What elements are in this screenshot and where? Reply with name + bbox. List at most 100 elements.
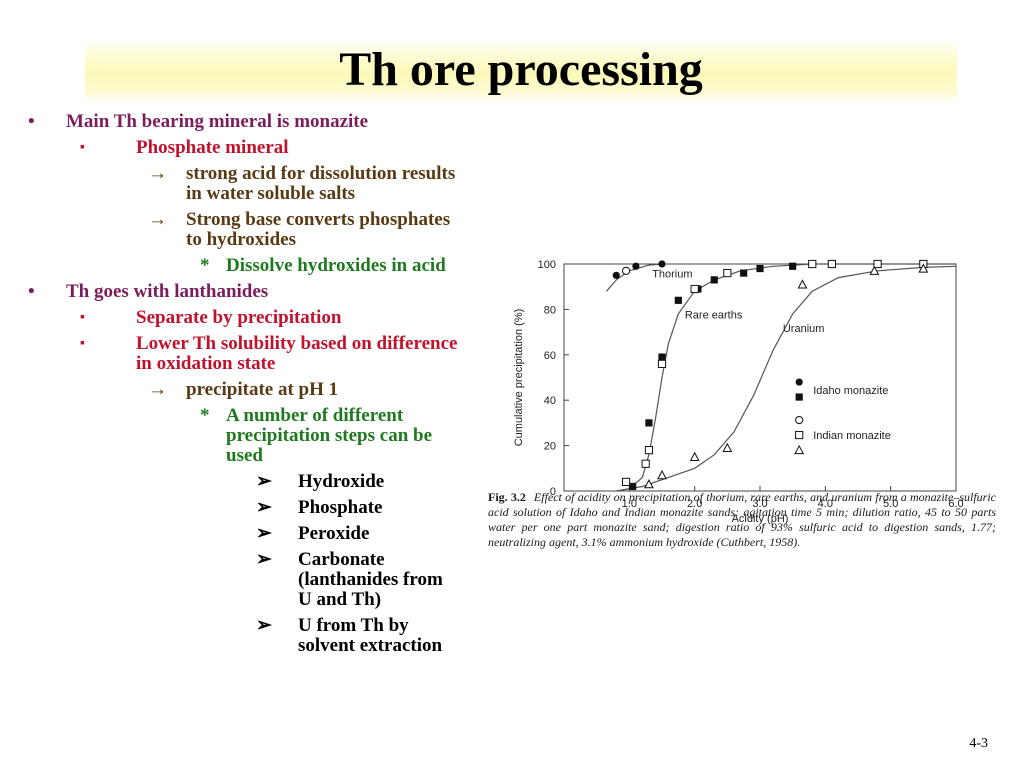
bullet-text: Separate by precipitation (136, 307, 342, 328)
bullet-text: U from Th by solvent extraction (298, 615, 443, 656)
bullet-marker: ▪ (80, 310, 85, 325)
bullet-item-level-5: ➢ Peroxide (28, 524, 468, 544)
bullet-item-level-2: ▪ Phosphate mineral (28, 138, 468, 158)
data-point-filled-square (740, 269, 748, 277)
bullet-item-level-3: → Strong base converts phosphates to hydr… (28, 210, 468, 250)
slide-title: Th ore processing (339, 43, 703, 96)
bullet-text: strong acid for dissolution results in w… (186, 163, 456, 204)
data-point-open-triangle (918, 263, 929, 273)
bullet-item-level-3: → precipitate at pH 1 (28, 380, 468, 400)
curve-label-rare-earths: Rare earths (685, 309, 743, 321)
bullet-item-level-3: → strong acid for dissolution results in … (28, 164, 468, 204)
curve-label-thorium: Thorium (652, 269, 692, 281)
data-point-open-triangle (797, 279, 808, 289)
curve-rare-earths (616, 263, 956, 492)
data-point-open-square (827, 259, 836, 269)
bullet-text: Dissolve hydroxides in acid (226, 255, 446, 276)
data-point-open-triangle (657, 469, 667, 480)
caption-text: Effect of acidity on precipitation of th… (488, 490, 996, 549)
data-point-open-square (873, 259, 882, 269)
figure-caption: Fig. 3.2 Effect of acidity on precipitati… (488, 490, 996, 550)
bullet-marker: ➢ (256, 549, 272, 570)
data-point-filled-square (756, 264, 764, 273)
bullet-marker: ➢ (256, 615, 272, 636)
bullet-text: Peroxide (298, 523, 370, 544)
data-point-open-square (657, 359, 667, 368)
data-point-open-triangle (722, 442, 733, 452)
bullet-marker: ➢ (256, 523, 272, 544)
data-point-filled-square (645, 419, 653, 427)
caption-label: Fig. 3.2 (488, 490, 526, 504)
bullet-item-level-1: • Th goes with lanthanides (28, 282, 468, 302)
data-point-open-triangle (689, 451, 700, 462)
page-number: 4-3 (969, 736, 988, 751)
legend-marker-filled-square (795, 393, 803, 401)
bullet-item-level-5: ➢ Carbonate (lanthanides from U and Th) (28, 550, 468, 610)
data-point-filled-square (674, 296, 682, 304)
precipitation-chart: 1.0 2.0 3.0 4.0 5.0 6.0 0 20 40 60 80 100 Acidity (p… (513, 259, 964, 525)
bullet-item-level-5: ➢ U from Th by solvent extraction (28, 616, 468, 656)
bullet-item-level-2: ▪ Separate by precipitation (28, 308, 468, 328)
x-tick-label: 2.0 (687, 498, 702, 510)
curve-label-uranium: Uranium (783, 323, 825, 335)
data-point-filled-square (629, 482, 637, 491)
data-point-filled-circle (632, 262, 640, 270)
bullet-marker: ▪ (80, 336, 85, 351)
bullet-marker: • (28, 111, 35, 132)
bullet-marker: ➢ (256, 471, 272, 492)
bullet-item-level-1: • Main Th bearing mineral is monazite (28, 112, 468, 132)
legend-marker-open-circle (795, 415, 804, 425)
y-tick-label: 80 (544, 304, 556, 316)
bullet-text: Lower Th solubility based on difference … (136, 333, 458, 374)
bullet-marker: → (148, 163, 167, 184)
bullet-marker: ➢ (256, 497, 272, 518)
bullet-text: Strong base converts phosphates to hydro… (186, 209, 451, 250)
legend-label-idaho: Idaho monazite (813, 385, 888, 397)
bullet-text: precipitate at pH 1 (186, 379, 339, 400)
bullet-item-level-2: ▪ Lower Th solubility based on difference… (28, 334, 468, 374)
bullet-text: Hydroxide (298, 471, 385, 492)
data-point-open-square (621, 477, 631, 487)
bullet-marker: ▪ (80, 140, 85, 155)
data-point-filled-circle (612, 271, 620, 279)
y-tick-label: 100 (538, 259, 556, 271)
data-point-open-square (641, 459, 650, 468)
bullet-text: Phosphate mineral (136, 137, 289, 158)
data-point-open-triangle (644, 479, 654, 489)
data-point-filled-square (789, 262, 797, 270)
data-point-open-circle (621, 266, 631, 275)
bullet-item-level-5: ➢ Phosphate (28, 498, 468, 518)
y-axis-label: Cumulative precipitation (%) (513, 309, 525, 447)
y-tick-label: 20 (544, 441, 556, 453)
bullet-marker: • (28, 281, 35, 302)
y-tick-label: 40 (544, 395, 556, 407)
x-tick-label: 4.0 (818, 498, 833, 510)
y-tick-label: 0 (550, 486, 556, 498)
bullet-item-level-4: * Dissolve hydroxides in acid (28, 256, 468, 276)
bullet-text: Carbonate (lanthanides from U and Th) (298, 549, 443, 610)
x-axis-label: Acidity (pH) (732, 513, 789, 525)
bullet-marker: → (148, 379, 167, 400)
legend-marker-open-square (795, 430, 804, 440)
x-tick-label: 5.0 (883, 498, 898, 510)
title-band: Th ore processing (85, 38, 957, 104)
data-point-filled-square (710, 276, 718, 284)
bullet-item-level-5: ➢ Hydroxide (28, 472, 468, 492)
bullet-text: Phosphate (298, 497, 383, 518)
data-point-open-square (690, 284, 699, 294)
data-point-open-triangle (869, 265, 880, 275)
bullet-marker: * (200, 255, 210, 276)
bullet-text: Main Th bearing mineral is monazite (66, 111, 369, 132)
x-tick-label: 6.0 (948, 498, 963, 510)
bullet-text: A number of different precipitation step… (226, 405, 433, 466)
plot-frame (563, 263, 957, 492)
data-point-filled-square (658, 353, 666, 361)
curve-uranium (616, 265, 957, 492)
bullet-outline: • Main Th bearing mineral is monazite ▪ Pho… (28, 112, 468, 656)
legend-marker-open-triangle (794, 444, 805, 455)
data-point-open-square (644, 446, 654, 455)
bullet-marker: * (200, 405, 210, 426)
x-tick-label: 3.0 (752, 498, 767, 510)
data-point-open-square (723, 268, 732, 278)
x-tick-label: 1.0 (622, 498, 637, 510)
